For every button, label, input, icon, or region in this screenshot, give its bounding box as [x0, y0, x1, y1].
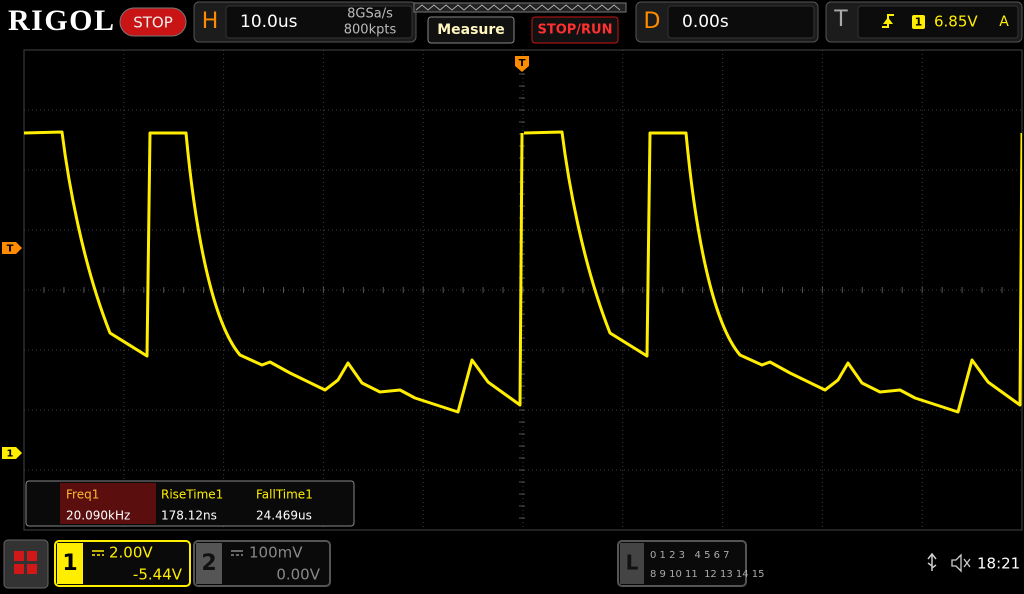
channel1-marker[interactable] [2, 447, 22, 459]
measurement-header: Freq1 [66, 488, 99, 502]
trigger-source: 1 [915, 16, 923, 29]
usb-icon [927, 552, 937, 571]
memory-depth: 800kpts [344, 23, 397, 38]
channel1-offset: -5.44V [133, 566, 183, 584]
channel1-scale: 2.00V [109, 544, 153, 562]
measurement-value: 24.469us [256, 509, 312, 523]
logic-panel[interactable] [617, 540, 747, 587]
stop-run-label: STOP/RUN [537, 23, 612, 38]
trigger-level-label: T [7, 244, 14, 255]
trigger-source-badge [912, 15, 925, 29]
measurement-value: 20.090kHz [66, 509, 130, 523]
logic-label: L [626, 551, 639, 575]
logic-channels: 0 1 2 3 4 5 6 7 [650, 550, 730, 561]
memory-bar [413, 2, 627, 13]
status-badge[interactable] [119, 7, 187, 37]
logic-badge [620, 543, 644, 584]
channel1-panel[interactable] [54, 540, 191, 587]
measure-label: Measure [437, 22, 505, 38]
delay-label: D [644, 9, 661, 34]
waveform [24, 130, 1022, 414]
clock: 18:21 [977, 555, 1020, 573]
graticule [23, 49, 1023, 531]
channel2-scale: 100mV [249, 544, 303, 562]
trace [24, 130, 524, 414]
memory-bar-zigzag [415, 4, 621, 11]
logo: RIGOL [8, 4, 114, 37]
mute-icon[interactable] [951, 553, 971, 573]
trigger-position-label: T [519, 58, 526, 69]
stop-run-button[interactable] [531, 16, 619, 44]
trigger-inner [857, 5, 1019, 39]
measurement-highlight [60, 483, 156, 524]
coupling-icon [231, 550, 243, 556]
channel1-badge [57, 543, 83, 584]
menu-icon [14, 551, 37, 574]
logic-channels: 8 9 10 11 12 13 14 15 [650, 569, 765, 580]
channel2-offset: 0.00V [276, 566, 320, 584]
delay-value: 0.00s [682, 12, 729, 32]
measurement-header: FallTime1 [256, 488, 313, 502]
menu-button[interactable] [3, 539, 49, 589]
channel2-badge [196, 543, 222, 584]
delay-inner [667, 5, 815, 39]
trigger-position-marker[interactable] [515, 56, 529, 72]
channel2-number: 2 [201, 551, 216, 576]
channel1-marker-label: 1 [7, 449, 14, 460]
timebase: 10.0us [240, 12, 298, 32]
channel2-panel[interactable] [193, 540, 331, 587]
measure-button[interactable] [427, 16, 515, 44]
coupling-icon [92, 550, 104, 556]
trigger-edge-icon [882, 14, 894, 28]
horizontal-label: H [202, 9, 219, 34]
channel1-number: 1 [62, 551, 77, 576]
measurement-header: RiseTime1 [161, 488, 223, 502]
measurement-value: 178.12ns [161, 509, 217, 523]
trigger-mode: A [999, 14, 1009, 30]
trigger-level-marker[interactable] [2, 242, 22, 254]
graticule-border [23, 49, 1023, 531]
trigger-level: 6.85V [934, 13, 978, 31]
trigger-label: T [833, 7, 848, 32]
horizontal-inner [225, 5, 413, 39]
sample-rate: 8GSa/s [347, 7, 393, 22]
status: STOP [133, 14, 173, 32]
